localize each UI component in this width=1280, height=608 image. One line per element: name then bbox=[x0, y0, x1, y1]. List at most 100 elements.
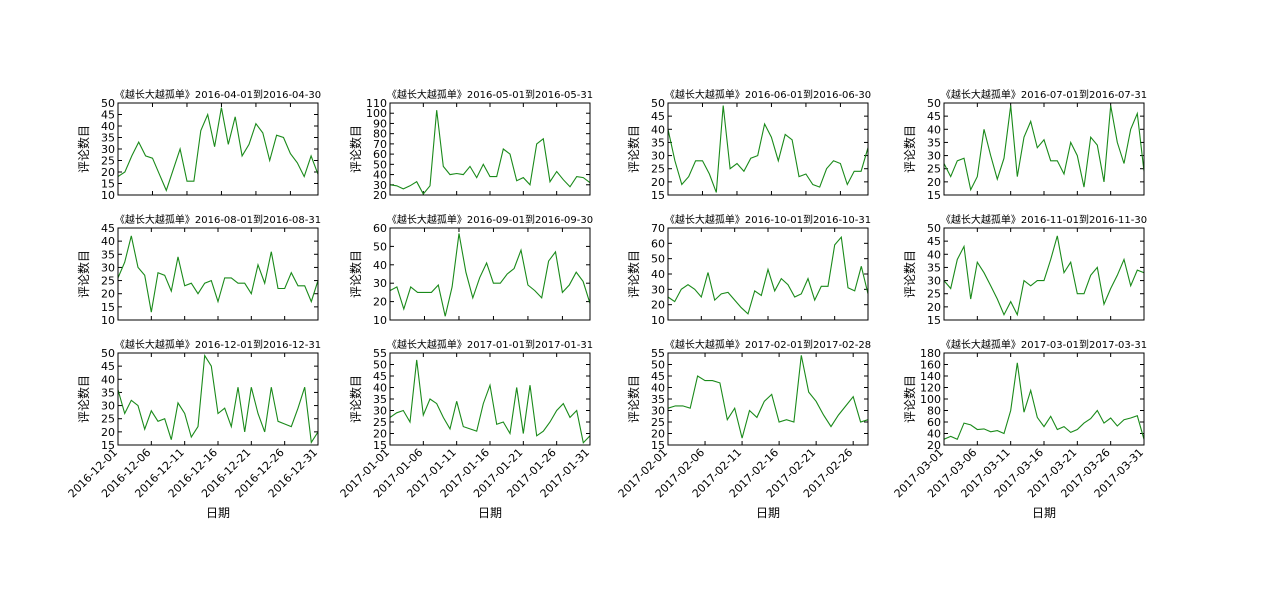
y-tick-label: 25 bbox=[101, 275, 115, 288]
y-axis-label: 评论数目 bbox=[348, 375, 363, 423]
y-tick-label: 15 bbox=[927, 189, 941, 202]
y-tick-label: 100 bbox=[920, 393, 941, 406]
y-axis-label: 评论数目 bbox=[626, 250, 641, 298]
y-tick-label: 60 bbox=[651, 237, 665, 250]
y-tick-label: 50 bbox=[373, 359, 387, 372]
y-tick-label: 50 bbox=[101, 97, 115, 110]
y-axis-label: 评论数目 bbox=[902, 125, 917, 173]
y-tick-label: 45 bbox=[101, 109, 115, 122]
y-tick-label: 35 bbox=[651, 136, 665, 149]
y-tick-label: 20 bbox=[651, 176, 665, 189]
panel-3: 《越长大越孤单》2016-06-01到2016-06-3015202530354… bbox=[626, 88, 871, 202]
y-tick-label: 40 bbox=[651, 382, 665, 395]
y-tick-label: 140 bbox=[920, 370, 941, 383]
series-line bbox=[943, 105, 1145, 192]
y-tick-label: 20 bbox=[927, 176, 941, 189]
y-tick-label: 20 bbox=[101, 426, 115, 439]
y-tick-label: 15 bbox=[101, 301, 115, 314]
y-tick-label: 20 bbox=[651, 299, 665, 312]
plot-frame bbox=[117, 352, 319, 446]
y-tick-label: 70 bbox=[651, 222, 665, 235]
y-axis-label: 评论数目 bbox=[76, 250, 91, 298]
plot-frame bbox=[943, 102, 1145, 196]
panel-11: 《越长大越孤单》2017-02-01到2017-02-2815202530354… bbox=[616, 338, 871, 520]
y-tick-label: 50 bbox=[373, 158, 387, 171]
series-line bbox=[117, 353, 319, 444]
panel-title: 《越长大越孤单》2017-03-01到2017-03-31 bbox=[941, 338, 1147, 351]
y-tick-label: 40 bbox=[927, 248, 941, 261]
y-tick-label: 30 bbox=[101, 261, 115, 274]
plot-frame bbox=[389, 227, 591, 321]
y-tick-label: 30 bbox=[651, 283, 665, 296]
series-line bbox=[117, 107, 319, 192]
series-line bbox=[389, 359, 591, 444]
y-tick-label: 60 bbox=[927, 416, 941, 429]
y-tick-label: 50 bbox=[651, 97, 665, 110]
y-tick-label: 30 bbox=[651, 405, 665, 418]
y-tick-label: 45 bbox=[101, 222, 115, 235]
panel-title: 《越长大越孤单》2016-06-01到2016-06-30 bbox=[665, 88, 871, 101]
y-tick-label: 20 bbox=[927, 301, 941, 314]
y-tick-label: 40 bbox=[101, 373, 115, 386]
y-tick-label: 55 bbox=[373, 347, 387, 360]
panel-8: 《越长大越孤单》2016-11-01到2016-11-3015202530354… bbox=[902, 213, 1147, 327]
panel-title: 《越长大越孤单》2017-02-01到2017-02-28 bbox=[665, 338, 871, 351]
x-axis-label: 日期 bbox=[478, 506, 502, 520]
y-tick-label: 45 bbox=[651, 110, 665, 123]
y-axis-label: 评论数目 bbox=[348, 250, 363, 298]
y-tick-label: 35 bbox=[927, 136, 941, 149]
y-tick-label: 45 bbox=[373, 370, 387, 383]
panel-title: 《越长大越孤单》2016-11-01到2016-11-30 bbox=[941, 213, 1147, 226]
y-tick-label: 20 bbox=[651, 428, 665, 441]
y-tick-label: 160 bbox=[920, 359, 941, 372]
y-tick-label: 40 bbox=[101, 235, 115, 248]
panel-title: 《越长大越孤单》2016-04-01到2016-04-30 bbox=[115, 88, 321, 101]
y-tick-label: 180 bbox=[920, 347, 941, 360]
y-axis-label: 评论数目 bbox=[76, 125, 91, 173]
y-tick-label: 30 bbox=[101, 400, 115, 413]
y-tick-label: 30 bbox=[101, 143, 115, 156]
y-tick-label: 25 bbox=[927, 163, 941, 176]
y-tick-label: 25 bbox=[651, 163, 665, 176]
plot-frame bbox=[667, 102, 869, 196]
y-tick-label: 60 bbox=[373, 148, 387, 161]
y-tick-label: 10 bbox=[373, 314, 387, 327]
y-tick-label: 15 bbox=[927, 314, 941, 327]
y-tick-label: 25 bbox=[101, 155, 115, 168]
panel-title: 《越长大越孤单》2017-01-01到2017-01-31 bbox=[387, 338, 593, 351]
plot-frame bbox=[389, 352, 591, 446]
plot-frame bbox=[117, 102, 319, 196]
y-tick-label: 30 bbox=[651, 150, 665, 163]
panel-1: 《越长大越孤单》2016-04-01到2016-04-30 10152025303… bbox=[76, 88, 321, 202]
y-tick-label: 10 bbox=[101, 314, 115, 327]
y-tick-label: 30 bbox=[373, 405, 387, 418]
y-tick-label: 15 bbox=[101, 439, 115, 452]
y-tick-label: 45 bbox=[927, 110, 941, 123]
y-tick-label: 20 bbox=[373, 428, 387, 441]
y-tick-label: 100 bbox=[366, 107, 387, 120]
y-tick-label: 30 bbox=[373, 179, 387, 192]
y-tick-label: 20 bbox=[101, 166, 115, 179]
y-tick-label: 110 bbox=[366, 97, 387, 110]
y-tick-label: 70 bbox=[373, 138, 387, 151]
y-tick-label: 40 bbox=[651, 123, 665, 136]
y-tick-label: 35 bbox=[651, 393, 665, 406]
panel-6: 《越长大越孤单》2016-09-01到2016-09-30 10 20 30 40 50 6… bbox=[348, 213, 593, 327]
y-tick-label: 40 bbox=[373, 382, 387, 395]
y-tick-label: 30 bbox=[927, 275, 941, 288]
y-axis-label: 评论数目 bbox=[626, 375, 641, 423]
y-tick-label: 55 bbox=[651, 347, 665, 360]
panel-title: 《越长大越孤单》2016-10-01到2016-10-31 bbox=[665, 213, 871, 226]
y-tick-label: 15 bbox=[651, 189, 665, 202]
x-axis-label: 日期 bbox=[756, 506, 780, 520]
y-axis-label: 评论数目 bbox=[76, 375, 91, 423]
y-tick-label: 120 bbox=[920, 382, 941, 395]
y-tick-label: 35 bbox=[927, 261, 941, 274]
series-line bbox=[943, 235, 1145, 317]
y-tick-label: 50 bbox=[927, 222, 941, 235]
plot-frame bbox=[943, 227, 1145, 321]
panel-10: 《越长大越孤单》2017-01-01到2017-01-3115202530354… bbox=[338, 338, 593, 520]
y-tick-label: 45 bbox=[927, 235, 941, 248]
y-tick-label: 60 bbox=[373, 222, 387, 235]
y-tick-label: 90 bbox=[373, 117, 387, 130]
